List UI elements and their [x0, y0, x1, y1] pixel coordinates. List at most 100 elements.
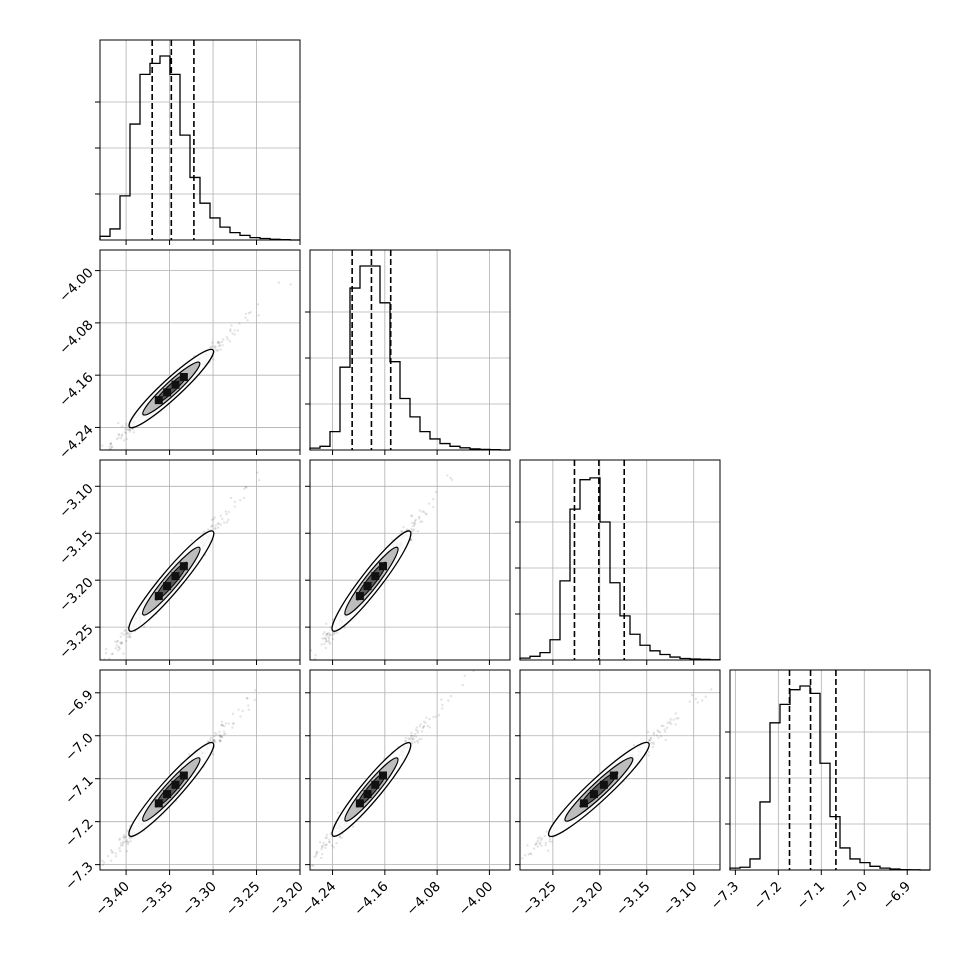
density-peak: [371, 780, 380, 789]
scatter-point: [124, 431, 128, 435]
scatter-point: [233, 500, 237, 504]
scatter-point: [37, 940, 39, 942]
scatter-point: [114, 640, 117, 643]
panel-frame: [309, 459, 511, 661]
scatter-point: [412, 737, 415, 740]
scatter-point: [231, 712, 235, 716]
density-peak: [363, 582, 372, 591]
density-peak: [171, 572, 180, 581]
scatter-point: [662, 724, 665, 728]
scatter-point: [129, 836, 133, 839]
scatter-point: [209, 346, 212, 349]
scatter-point: [109, 447, 113, 450]
scatter-point: [434, 490, 438, 494]
scatter-point: [129, 635, 132, 639]
scatter-point: [202, 530, 205, 533]
scatter-point: [659, 735, 663, 738]
scatter-point: [675, 717, 678, 720]
scatter-point: [233, 505, 237, 508]
histogram-step-line: [99, 55, 300, 241]
scatter-point: [217, 522, 221, 526]
scatter-point: [115, 437, 119, 441]
scatter-point: [416, 731, 420, 734]
scatter-point: [410, 734, 414, 737]
scatter-point: [249, 311, 252, 314]
scatter-point: [257, 479, 261, 482]
scatter-point: [688, 700, 691, 703]
scatter-point: [221, 724, 225, 727]
scatter-point: [428, 502, 431, 505]
scatter-point: [128, 635, 131, 639]
scatter-point: [119, 844, 123, 847]
scatter-point: [432, 715, 435, 719]
scatter-point: [119, 642, 122, 645]
scatter-point: [212, 357, 215, 361]
scatter-point: [315, 852, 318, 856]
scatter-point: [226, 338, 229, 341]
scatter-point: [404, 739, 408, 743]
scatter-point: [701, 699, 704, 702]
scatter-point: [124, 629, 128, 632]
density-peak: [163, 790, 172, 799]
scatter-point: [214, 740, 217, 744]
scatter-point: [228, 329, 232, 333]
scatter-point: [244, 937, 246, 939]
scatter-point: [243, 487, 246, 491]
scatter-point: [127, 427, 130, 431]
scatter-point: [219, 735, 222, 739]
scatter-point: [511, 881, 513, 883]
scatter-point: [247, 704, 250, 707]
scatter-point: [418, 725, 422, 728]
scatter-point: [324, 646, 328, 650]
y-tick-label: −4.00: [56, 265, 97, 306]
scatter-point: [213, 734, 216, 738]
scatter-point: [410, 514, 414, 518]
scatter-point: [322, 633, 325, 636]
scatter-point: [328, 631, 331, 635]
scatter-point: [101, 863, 105, 867]
scatter-point: [529, 852, 532, 855]
scatter-point: [426, 724, 429, 728]
scatter-point: [409, 736, 413, 740]
scatter-point: [128, 837, 131, 840]
scatter-point: [527, 853, 530, 856]
scatter-point: [418, 515, 421, 519]
scatter-point: [277, 281, 281, 284]
scatter-point: [668, 721, 671, 725]
scatter-point: [696, 701, 699, 704]
scatter-point: [124, 835, 127, 839]
scatter-point: [218, 730, 221, 734]
scatter-point: [422, 510, 426, 514]
density-peak: [379, 562, 388, 571]
x-tick-label: −3.15: [613, 879, 654, 920]
scatter-point: [677, 717, 680, 720]
scatter-point: [187, 753, 191, 756]
scatter-point: [212, 752, 215, 756]
scatter-point: [229, 496, 233, 500]
scatter-point: [229, 328, 232, 331]
scatter-point: [224, 732, 227, 736]
scatter-point: [209, 736, 213, 740]
scatter-point: [120, 434, 123, 438]
scatter-point: [119, 635, 122, 638]
scatter-point: [210, 518, 214, 522]
scatter-point: [424, 512, 427, 515]
density-peak: [179, 372, 188, 381]
density-peak: [163, 582, 172, 591]
scatter-point: [335, 631, 339, 635]
scatter-point: [218, 734, 221, 737]
scatter-point: [109, 442, 113, 446]
scatter-point: [336, 811, 340, 814]
scatter-point: [218, 734, 221, 737]
scatter-point: [126, 428, 129, 431]
scatter-point: [71, 894, 73, 896]
scatter-point: [382, 757, 386, 760]
scatter-point: [352, 825, 355, 828]
scatter-point: [411, 737, 414, 740]
scatter-point: [329, 642, 332, 645]
scatter-point: [403, 739, 407, 743]
scatter-point: [409, 514, 413, 517]
scatter-point: [474, 667, 476, 669]
scatter-point: [223, 521, 226, 524]
scatter-point: [227, 518, 230, 522]
